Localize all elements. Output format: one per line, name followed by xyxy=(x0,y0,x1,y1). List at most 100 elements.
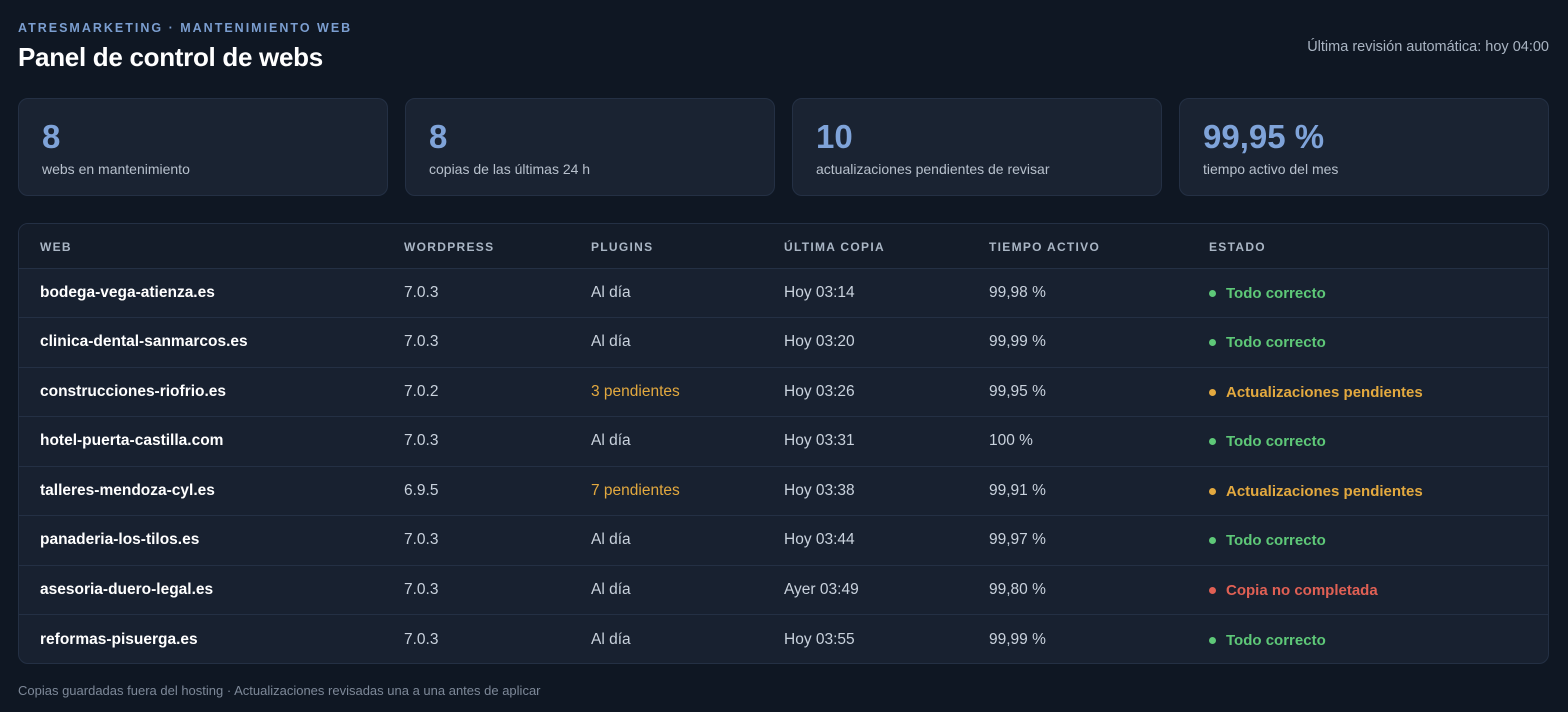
stat-card-backups: 8 copias de las últimas 24 h xyxy=(405,98,775,196)
table-row[interactable]: talleres-mendoza-cyl.es 6.9.5 7 pendientes… xyxy=(19,466,1548,516)
status-badge: Copia no completada xyxy=(1209,582,1378,599)
table-row[interactable]: construcciones-riofrio.es 7.0.2 3 pendient… xyxy=(19,367,1548,417)
column-header-wordpress[interactable]: WORDPRESS xyxy=(404,239,495,254)
status-cell: Todo correcto xyxy=(1188,615,1548,664)
wordpress-version: 7.0.3 xyxy=(404,333,439,351)
status-dot-icon xyxy=(1209,388,1216,396)
status-badge: Todo correcto xyxy=(1209,285,1326,302)
site-domain[interactable]: reformas-pisuerga.es xyxy=(40,630,198,648)
last-backup: Hoy 03:38 xyxy=(784,481,855,499)
wordpress-version: 6.9.5 xyxy=(404,481,439,499)
table-row[interactable]: asesoria-duero-legal.es 7.0.3 Al día Ayer 0… xyxy=(19,565,1548,615)
wordpress-version: 7.0.2 xyxy=(404,382,439,400)
status-dot-icon xyxy=(1209,289,1216,297)
status-cell: Todo correcto xyxy=(1188,268,1548,318)
table-row[interactable]: hotel-puerta-castilla.com 7.0.3 Al día Hoy … xyxy=(19,416,1548,467)
status-label: Actualizaciones pendientes xyxy=(1226,383,1423,401)
plugins-status: Al día xyxy=(591,432,631,450)
plugins-status: Al día xyxy=(591,333,631,351)
site-domain[interactable]: talleres-mendoza-cyl.es xyxy=(40,481,215,499)
page-title: Panel de control de webs xyxy=(18,42,323,72)
last-backup: Hoy 03:20 xyxy=(784,333,855,351)
status-badge: Todo correcto xyxy=(1209,532,1326,549)
status-label: Todo correcto xyxy=(1226,532,1326,550)
last-review-timestamp: Última revisión automática: hoy 04:00 xyxy=(1307,39,1549,55)
status-cell: Todo correcto xyxy=(1188,417,1548,467)
plugins-status: Al día xyxy=(591,630,631,648)
uptime: 99,95 % xyxy=(989,382,1046,400)
uptime: 99,97 % xyxy=(989,531,1046,549)
table-row[interactable]: bodega-vega-atienza.es 7.0.3 Al día Hoy 03:… xyxy=(19,268,1548,318)
last-backup: Hoy 03:44 xyxy=(784,531,855,549)
site-domain[interactable]: hotel-puerta-castilla.com xyxy=(40,432,224,450)
table-row[interactable]: reformas-pisuerga.es 7.0.3 Al día Hoy 03:55… xyxy=(19,614,1548,664)
status-label: Actualizaciones pendientes xyxy=(1226,482,1423,500)
plugins-status: 7 pendientes xyxy=(591,481,680,499)
status-label: Copia no completada xyxy=(1226,581,1378,599)
status-badge: Todo correcto xyxy=(1209,433,1326,450)
stats-row: 8 webs en mantenimiento 8 copias de las … xyxy=(18,98,1549,196)
stat-label: copias de las últimas 24 h xyxy=(429,161,591,177)
status-dot-icon xyxy=(1209,586,1216,594)
table-body: bodega-vega-atienza.es 7.0.3 Al día Hoy 03:… xyxy=(19,268,1548,664)
sites-table-container: WEB WORDPRESS PLUGINS ÚLTIMA COPIA TIEMP… xyxy=(18,223,1549,664)
column-header-uptime[interactable]: TIEMPO ACTIVO xyxy=(989,239,1101,254)
status-dot-icon xyxy=(1209,438,1216,446)
status-badge: Todo correcto xyxy=(1209,334,1326,351)
status-label: Todo correcto xyxy=(1226,631,1326,649)
site-domain[interactable]: bodega-vega-atienza.es xyxy=(40,283,215,301)
table-row[interactable]: clinica-dental-sanmarcos.es 7.0.3 Al día Ho… xyxy=(19,317,1548,368)
uptime: 99,91 % xyxy=(989,481,1046,499)
table-header-row: WEB WORDPRESS PLUGINS ÚLTIMA COPIA TIEMP… xyxy=(19,224,1548,268)
stat-card-uptime: 99,95 % tiempo activo del mes xyxy=(1179,98,1549,196)
sites-table: WEB WORDPRESS PLUGINS ÚLTIMA COPIA TIEMP… xyxy=(19,224,1548,664)
stat-value: 99,95 % xyxy=(1203,118,1325,155)
table-row[interactable]: panaderia-los-tilos.es 7.0.3 Al día Hoy 03:… xyxy=(19,515,1548,566)
site-domain[interactable]: construcciones-riofrio.es xyxy=(40,382,227,400)
status-dot-icon xyxy=(1209,537,1216,545)
wordpress-version: 7.0.3 xyxy=(404,531,439,549)
column-header-last-backup[interactable]: ÚLTIMA COPIA xyxy=(784,239,885,254)
column-header-web[interactable]: WEB xyxy=(40,239,72,254)
stat-value: 8 xyxy=(42,118,61,155)
status-dot-icon xyxy=(1209,636,1216,644)
status-label: Todo correcto xyxy=(1226,433,1326,451)
column-header-status[interactable]: ESTADO xyxy=(1209,239,1266,254)
uptime: 100 % xyxy=(989,432,1033,450)
wordpress-version: 7.0.3 xyxy=(404,432,439,450)
status-label: Todo correcto xyxy=(1226,334,1326,352)
stat-value: 8 xyxy=(429,118,448,155)
last-backup: Hoy 03:31 xyxy=(784,432,855,450)
header: ATRESMARKETING · MANTENIMIENTO WEB Panel… xyxy=(18,0,1549,98)
stat-label: actualizaciones pendientes de revisar xyxy=(816,161,1050,177)
stat-value: 10 xyxy=(816,118,853,155)
last-backup: Ayer 03:49 xyxy=(784,580,859,598)
status-dot-icon xyxy=(1209,339,1216,347)
site-domain[interactable]: clinica-dental-sanmarcos.es xyxy=(40,333,248,351)
plugins-status: Al día xyxy=(591,580,631,598)
status-cell: Copia no completada xyxy=(1188,565,1548,615)
status-label: Todo correcto xyxy=(1226,284,1326,302)
uptime: 99,98 % xyxy=(989,283,1046,301)
status-badge: Actualizaciones pendientes xyxy=(1209,384,1423,401)
column-header-plugins[interactable]: PLUGINS xyxy=(591,239,654,254)
site-domain[interactable]: panaderia-los-tilos.es xyxy=(40,531,200,549)
status-badge: Todo correcto xyxy=(1209,632,1326,649)
status-cell: Actualizaciones pendientes xyxy=(1188,367,1548,417)
last-backup: Hoy 03:14 xyxy=(784,283,855,301)
last-backup: Hoy 03:26 xyxy=(784,382,855,400)
site-domain[interactable]: asesoria-duero-legal.es xyxy=(40,580,214,598)
status-badge: Actualizaciones pendientes xyxy=(1209,483,1423,500)
wordpress-version: 7.0.3 xyxy=(404,580,439,598)
status-cell: Actualizaciones pendientes xyxy=(1188,466,1548,516)
wordpress-version: 7.0.3 xyxy=(404,283,439,301)
uptime: 99,99 % xyxy=(989,333,1046,351)
uptime: 99,99 % xyxy=(989,630,1046,648)
status-cell: Todo correcto xyxy=(1188,516,1548,566)
stat-card-sites: 8 webs en mantenimiento xyxy=(18,98,388,196)
stat-card-updates: 10 actualizaciones pendientes de revisar xyxy=(792,98,1162,196)
stat-label: tiempo activo del mes xyxy=(1203,161,1339,177)
plugins-status: Al día xyxy=(591,531,631,549)
status-dot-icon xyxy=(1209,487,1216,495)
